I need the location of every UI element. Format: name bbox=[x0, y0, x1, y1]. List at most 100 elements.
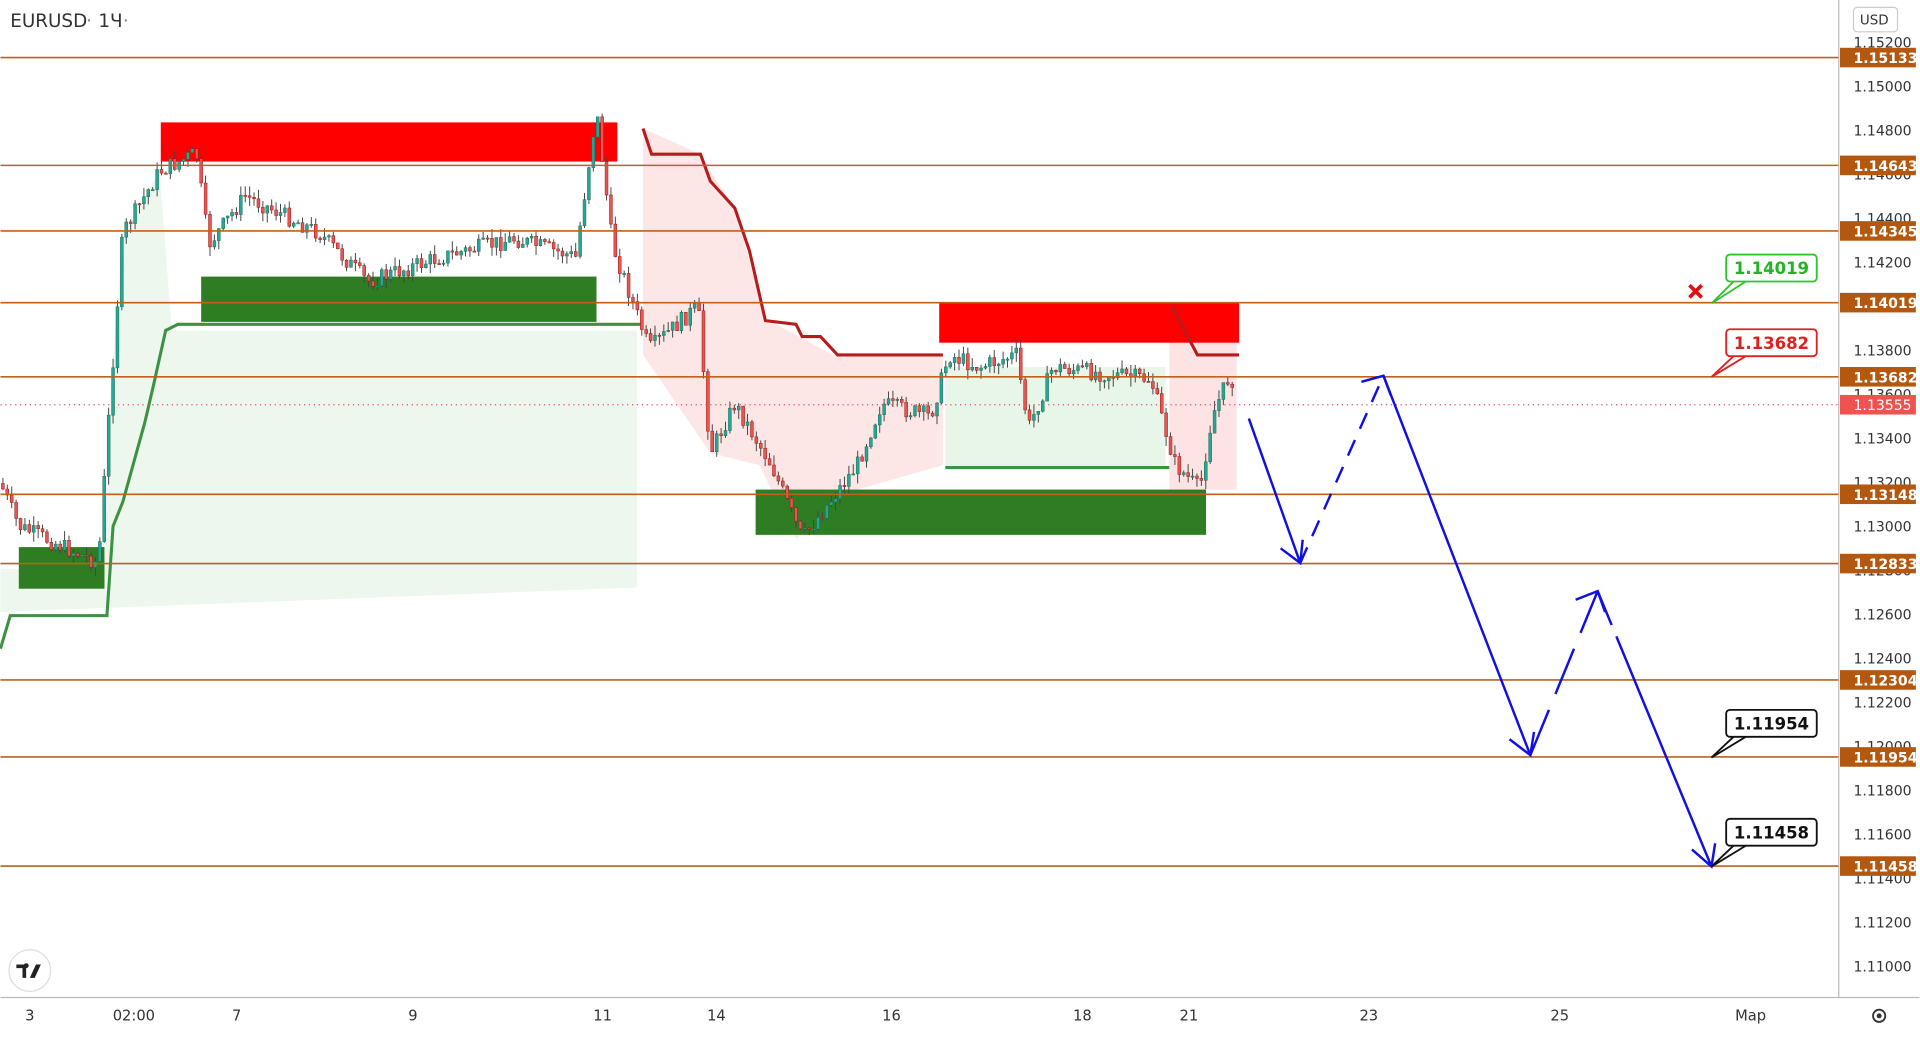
candle bbox=[190, 148, 195, 153]
candle bbox=[150, 189, 155, 192]
candle bbox=[239, 194, 243, 215]
candle bbox=[842, 485, 847, 487]
candle bbox=[847, 474, 851, 487]
candle bbox=[886, 398, 891, 405]
candle bbox=[1054, 370, 1058, 373]
candle bbox=[873, 424, 878, 439]
candle bbox=[560, 250, 565, 257]
candle bbox=[287, 207, 292, 227]
time-tick: 9 bbox=[408, 1008, 417, 1025]
candle bbox=[833, 498, 838, 503]
candle bbox=[750, 421, 754, 438]
logo[interactable] bbox=[8, 949, 52, 992]
candle bbox=[979, 367, 983, 371]
price-tick: 1.11600 bbox=[1853, 828, 1911, 844]
candle bbox=[309, 224, 314, 226]
candle bbox=[225, 215, 230, 219]
candle bbox=[432, 254, 437, 264]
candle bbox=[256, 198, 261, 208]
settings[interactable] bbox=[1872, 1008, 1887, 1023]
candle bbox=[1032, 414, 1036, 421]
price-tick: 1.15000 bbox=[1853, 80, 1911, 96]
candle bbox=[406, 270, 410, 277]
candle bbox=[966, 353, 970, 371]
forecast-arrow bbox=[1529, 590, 1599, 756]
candle bbox=[952, 357, 957, 363]
candle bbox=[58, 543, 62, 551]
candle bbox=[662, 331, 666, 336]
level-label: 1.15133 bbox=[1853, 51, 1917, 67]
candle bbox=[455, 251, 459, 256]
candle bbox=[666, 330, 670, 332]
candle bbox=[98, 541, 102, 562]
candle bbox=[1107, 376, 1111, 381]
candle bbox=[1, 483, 5, 490]
candle bbox=[128, 221, 133, 224]
candle bbox=[851, 473, 855, 476]
candle bbox=[582, 199, 587, 227]
candle bbox=[195, 148, 199, 160]
price-tick: 1.15200 bbox=[1853, 36, 1911, 52]
candle bbox=[1085, 363, 1089, 367]
candle bbox=[948, 362, 952, 368]
candle bbox=[794, 507, 798, 522]
candle bbox=[397, 266, 402, 277]
candle bbox=[1089, 363, 1093, 381]
candle bbox=[679, 312, 684, 331]
candle bbox=[882, 403, 886, 415]
candle bbox=[1177, 456, 1182, 475]
demand-zone bbox=[201, 276, 597, 322]
currency[interactable]: USD bbox=[1860, 13, 1889, 28]
candle bbox=[737, 405, 741, 411]
candle bbox=[137, 203, 142, 206]
forecast-arrow bbox=[1247, 418, 1302, 564]
candle bbox=[516, 240, 521, 248]
candle bbox=[578, 225, 582, 257]
candle bbox=[494, 237, 499, 248]
callout-text: 1.11954 bbox=[1734, 714, 1809, 733]
candle bbox=[767, 458, 772, 466]
candle bbox=[278, 212, 283, 216]
current-price: 1.13555 bbox=[1853, 398, 1911, 414]
time-tick: 02:00 bbox=[113, 1008, 155, 1025]
candle bbox=[1159, 393, 1164, 414]
candle bbox=[415, 258, 419, 264]
candle bbox=[1023, 379, 1027, 411]
candle bbox=[49, 541, 54, 550]
candle bbox=[27, 524, 32, 533]
candle bbox=[173, 158, 177, 170]
candle bbox=[1230, 383, 1234, 388]
candle bbox=[618, 256, 622, 274]
candle bbox=[203, 182, 208, 215]
candle bbox=[71, 552, 76, 557]
time-axis-bg bbox=[0, 997, 1920, 1044]
time-tick: 21 bbox=[1180, 1008, 1199, 1025]
candle bbox=[1014, 347, 1019, 354]
candle bbox=[62, 539, 67, 551]
candle bbox=[701, 310, 706, 372]
price-tick: 1.13000 bbox=[1853, 520, 1911, 536]
candle bbox=[596, 116, 600, 138]
candle bbox=[710, 430, 714, 453]
currency-button[interactable] bbox=[1852, 6, 1899, 33]
candle bbox=[384, 269, 388, 280]
candle bbox=[402, 270, 406, 277]
candle bbox=[428, 254, 433, 265]
candle bbox=[811, 528, 816, 531]
candle bbox=[1076, 365, 1080, 371]
time-tick: Мар bbox=[1735, 1008, 1766, 1025]
candle bbox=[36, 525, 40, 529]
candle bbox=[820, 517, 825, 519]
candle bbox=[1164, 412, 1168, 437]
candle bbox=[521, 244, 525, 248]
candle bbox=[935, 402, 939, 417]
candle bbox=[349, 259, 353, 268]
level-label: 1.14643 bbox=[1853, 159, 1917, 175]
level-label: 1.11458 bbox=[1853, 860, 1917, 876]
price-tick: 1.11000 bbox=[1853, 960, 1911, 976]
candle bbox=[551, 242, 556, 250]
candle bbox=[926, 405, 930, 414]
candle bbox=[199, 158, 203, 184]
candle bbox=[1133, 368, 1137, 378]
